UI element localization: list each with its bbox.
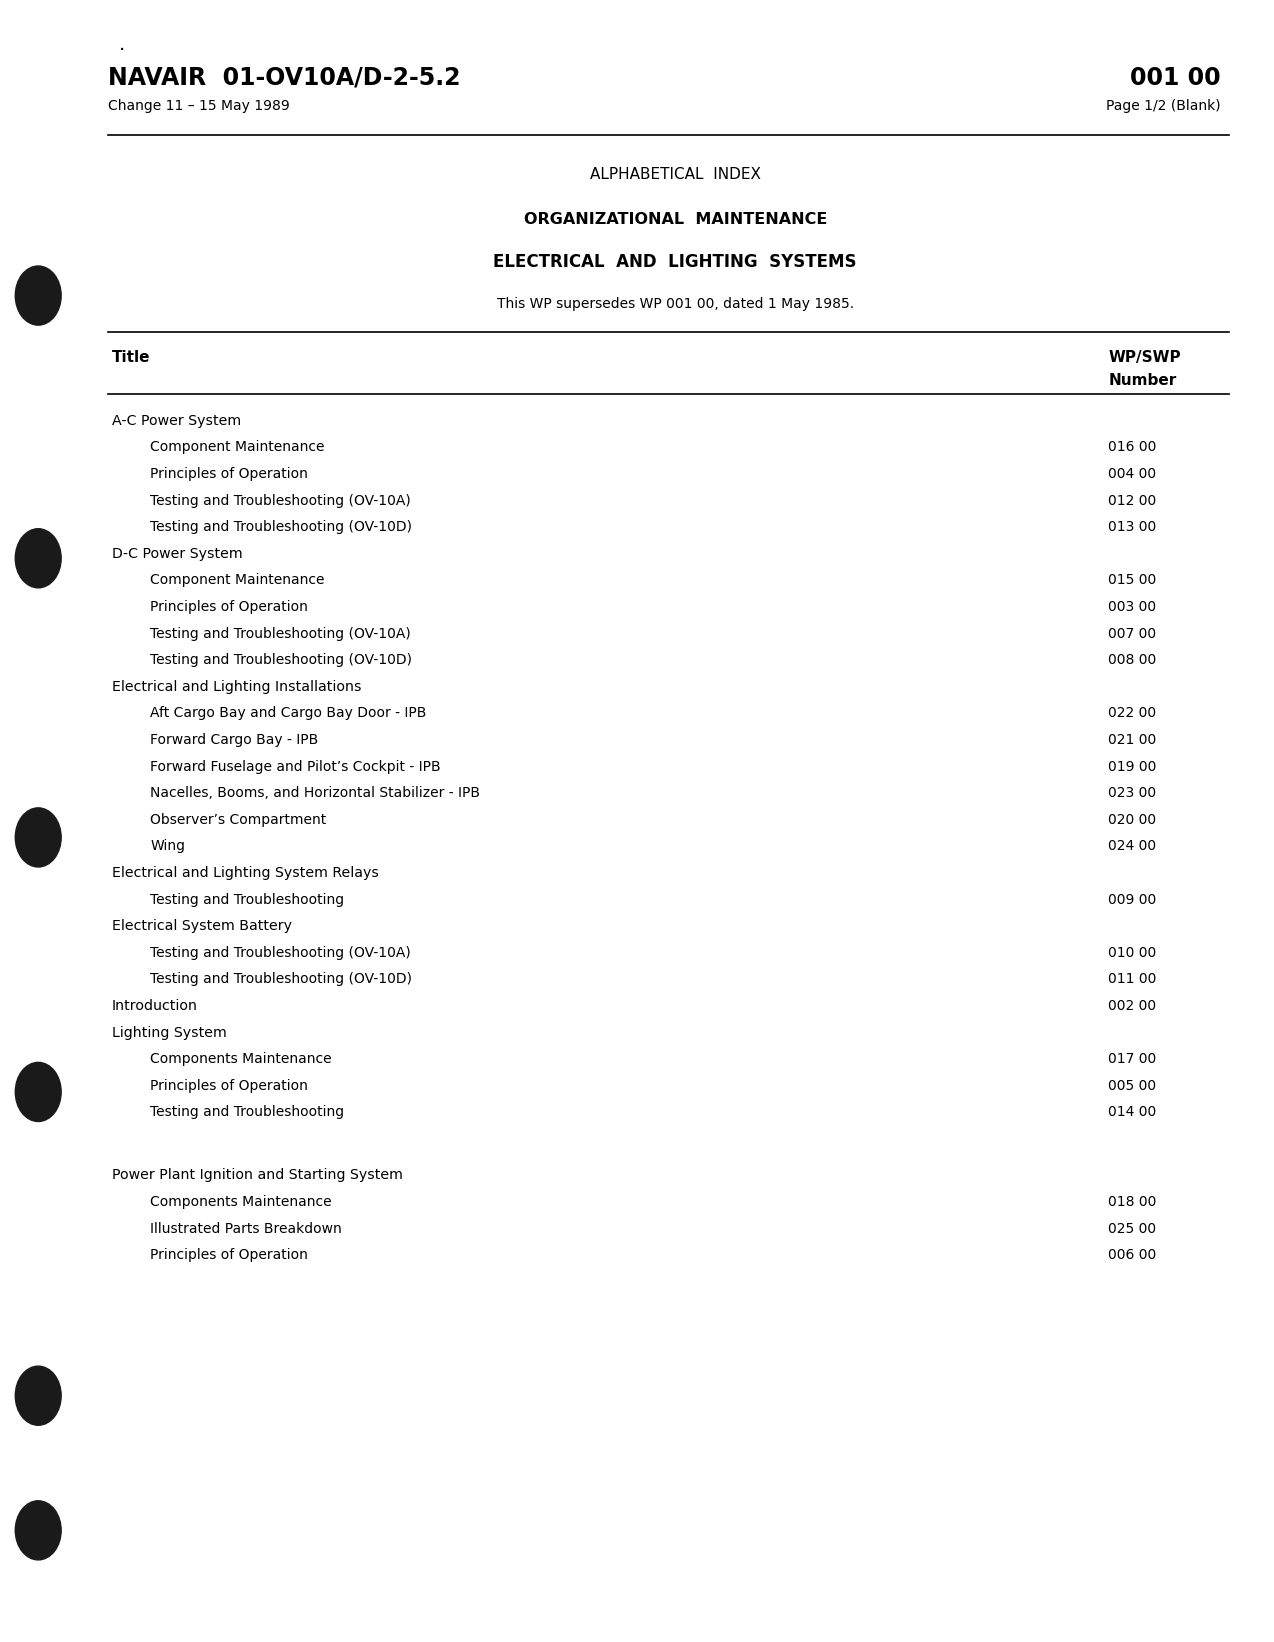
Text: Component Maintenance: Component Maintenance: [150, 573, 325, 588]
Text: Electrical and Lighting Installations: Electrical and Lighting Installations: [112, 680, 362, 695]
Text: Testing and Troubleshooting (OV-10A): Testing and Troubleshooting (OV-10A): [150, 627, 412, 640]
Text: 004 00: 004 00: [1108, 466, 1157, 481]
Text: Lighting System: Lighting System: [112, 1026, 227, 1039]
Text: Number: Number: [1108, 373, 1177, 388]
Text: Page 1/2 (Blank): Page 1/2 (Blank): [1106, 99, 1220, 113]
Text: Testing and Troubleshooting (OV-10D): Testing and Troubleshooting (OV-10D): [150, 654, 413, 667]
Text: Testing and Troubleshooting (OV-10A): Testing and Troubleshooting (OV-10A): [150, 946, 412, 961]
Text: 005 00: 005 00: [1108, 1079, 1157, 1094]
Text: Testing and Troubleshooting (OV-10A): Testing and Troubleshooting (OV-10A): [150, 494, 412, 507]
Text: 013 00: 013 00: [1108, 521, 1157, 534]
Text: 014 00: 014 00: [1108, 1105, 1157, 1120]
Text: Nacelles, Booms, and Horizontal Stabilizer - IPB: Nacelles, Booms, and Horizontal Stabiliz…: [150, 787, 480, 800]
Text: 012 00: 012 00: [1108, 494, 1157, 507]
Text: NAVAIR  01-OV10A/D-2-5.2: NAVAIR 01-OV10A/D-2-5.2: [108, 66, 461, 90]
Text: 006 00: 006 00: [1108, 1248, 1157, 1263]
Text: 018 00: 018 00: [1108, 1195, 1157, 1209]
Text: Components Maintenance: Components Maintenance: [150, 1053, 333, 1066]
Text: Principles of Operation: Principles of Operation: [150, 1248, 308, 1263]
Text: Testing and Troubleshooting: Testing and Troubleshooting: [150, 1105, 344, 1120]
Circle shape: [15, 1501, 61, 1560]
Text: Illustrated Parts Breakdown: Illustrated Parts Breakdown: [150, 1222, 343, 1236]
Text: Forward Fuselage and Pilot’s Cockpit - IPB: Forward Fuselage and Pilot’s Cockpit - I…: [150, 760, 441, 773]
Text: 001 00: 001 00: [1130, 66, 1220, 90]
Text: Forward Cargo Bay - IPB: Forward Cargo Bay - IPB: [150, 732, 318, 747]
Text: Power Plant Ignition and Starting System: Power Plant Ignition and Starting System: [112, 1169, 403, 1182]
Text: ORGANIZATIONAL  MAINTENANCE: ORGANIZATIONAL MAINTENANCE: [524, 212, 827, 227]
Text: 025 00: 025 00: [1108, 1222, 1157, 1236]
Text: Testing and Troubleshooting: Testing and Troubleshooting: [150, 893, 344, 906]
Text: Principles of Operation: Principles of Operation: [150, 466, 308, 481]
Text: 010 00: 010 00: [1108, 946, 1157, 961]
Circle shape: [15, 808, 61, 867]
Text: Components Maintenance: Components Maintenance: [150, 1195, 333, 1209]
Text: Component Maintenance: Component Maintenance: [150, 440, 325, 455]
Text: 019 00: 019 00: [1108, 760, 1157, 773]
Text: Introduction: Introduction: [112, 998, 199, 1013]
Text: 003 00: 003 00: [1108, 599, 1157, 614]
Text: A-C Power System: A-C Power System: [112, 414, 241, 429]
Text: 007 00: 007 00: [1108, 627, 1157, 640]
Text: Title: Title: [112, 350, 150, 365]
Text: 015 00: 015 00: [1108, 573, 1157, 588]
Text: Wing: Wing: [150, 839, 185, 854]
Text: Aft Cargo Bay and Cargo Bay Door - IPB: Aft Cargo Bay and Cargo Bay Door - IPB: [150, 706, 427, 721]
Text: 021 00: 021 00: [1108, 732, 1157, 747]
Text: 022 00: 022 00: [1108, 706, 1157, 721]
Text: 002 00: 002 00: [1108, 998, 1157, 1013]
Text: This WP supersedes WP 001 00, dated 1 May 1985.: This WP supersedes WP 001 00, dated 1 Ma…: [497, 297, 854, 312]
Text: ALPHABETICAL  INDEX: ALPHABETICAL INDEX: [590, 167, 761, 182]
Text: 024 00: 024 00: [1108, 839, 1157, 854]
Text: ·: ·: [118, 41, 125, 61]
Text: Principles of Operation: Principles of Operation: [150, 1079, 308, 1094]
Text: D-C Power System: D-C Power System: [112, 547, 243, 562]
Circle shape: [15, 266, 61, 325]
Text: 023 00: 023 00: [1108, 787, 1157, 800]
Text: Observer’s Compartment: Observer’s Compartment: [150, 813, 326, 828]
Text: WP/SWP: WP/SWP: [1108, 350, 1181, 365]
Text: Testing and Troubleshooting (OV-10D): Testing and Troubleshooting (OV-10D): [150, 521, 413, 534]
Text: 017 00: 017 00: [1108, 1053, 1157, 1066]
Text: Electrical System Battery: Electrical System Battery: [112, 920, 292, 933]
Circle shape: [15, 1062, 61, 1121]
Text: Principles of Operation: Principles of Operation: [150, 599, 308, 614]
Text: 020 00: 020 00: [1108, 813, 1157, 828]
Text: 011 00: 011 00: [1108, 972, 1157, 987]
Text: 008 00: 008 00: [1108, 654, 1157, 667]
Text: 009 00: 009 00: [1108, 893, 1157, 906]
Circle shape: [15, 1366, 61, 1425]
Circle shape: [15, 529, 61, 588]
Text: Testing and Troubleshooting (OV-10D): Testing and Troubleshooting (OV-10D): [150, 972, 413, 987]
Text: Change 11 – 15 May 1989: Change 11 – 15 May 1989: [108, 99, 290, 113]
Text: Electrical and Lighting System Relays: Electrical and Lighting System Relays: [112, 865, 378, 880]
Text: 016 00: 016 00: [1108, 440, 1157, 455]
Text: ELECTRICAL  AND  LIGHTING  SYSTEMS: ELECTRICAL AND LIGHTING SYSTEMS: [493, 253, 857, 271]
